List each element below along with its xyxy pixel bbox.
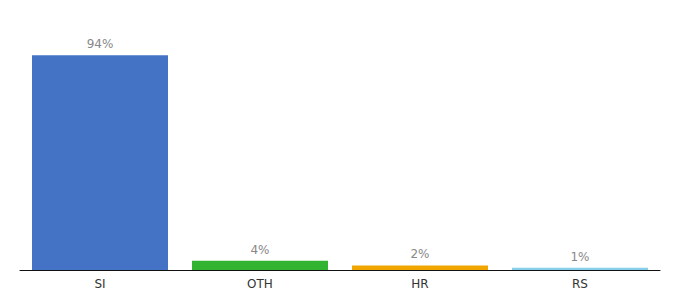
svg-text:HR: HR <box>411 277 428 291</box>
svg-text:RS: RS <box>572 277 588 291</box>
svg-text:94%: 94% <box>87 37 114 51</box>
svg-text:OTH: OTH <box>247 277 273 291</box>
svg-text:SI: SI <box>94 277 105 291</box>
svg-text:4%: 4% <box>250 243 269 257</box>
svg-text:1%: 1% <box>570 250 589 264</box>
svg-text:2%: 2% <box>410 247 429 261</box>
